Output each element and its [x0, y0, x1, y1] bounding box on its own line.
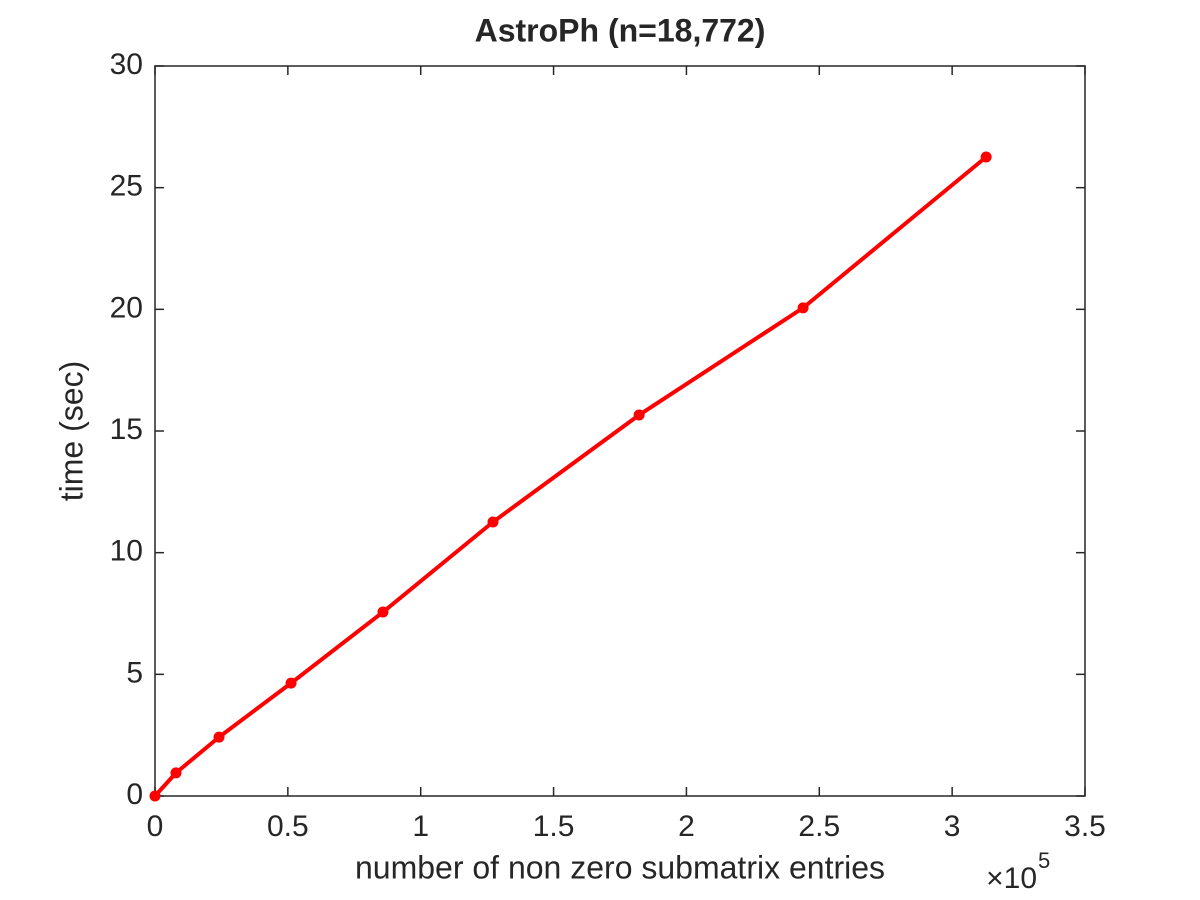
- y-tick-label: 0: [126, 778, 143, 811]
- data-point: [213, 731, 225, 743]
- x-multiplier-exponent: 5: [1038, 848, 1050, 873]
- data-point: [149, 790, 161, 802]
- x-multiplier-base: ×10: [986, 862, 1037, 895]
- data-point: [377, 606, 389, 618]
- x-tick-label: 2: [678, 810, 695, 843]
- data-point: [170, 767, 182, 779]
- data-point: [487, 516, 499, 528]
- y-tick-label: 10: [110, 535, 143, 568]
- data-point: [980, 151, 992, 163]
- x-tick-label: 1.5: [533, 810, 575, 843]
- x-tick-label: 0.5: [267, 810, 309, 843]
- y-tick-label: 25: [110, 170, 143, 203]
- y-tick-label: 15: [110, 413, 143, 446]
- chart-title: AstroPh (n=18,772): [475, 12, 766, 48]
- y-tick-label: 5: [126, 656, 143, 689]
- y-axis-label: time (sec): [53, 361, 89, 501]
- y-tick-label: 30: [110, 48, 143, 81]
- y-tick-label: 20: [110, 291, 143, 324]
- data-point: [285, 677, 297, 689]
- x-tick-label: 0: [147, 810, 164, 843]
- x-tick-label: 3: [944, 810, 961, 843]
- x-tick-label: 2.5: [798, 810, 840, 843]
- data-point: [633, 409, 645, 421]
- data-point: [797, 302, 809, 314]
- x-tick-label: 1: [412, 810, 429, 843]
- x-axis-label: number of non zero submatrix entries: [355, 849, 885, 885]
- x-tick-label: 3.5: [1064, 810, 1106, 843]
